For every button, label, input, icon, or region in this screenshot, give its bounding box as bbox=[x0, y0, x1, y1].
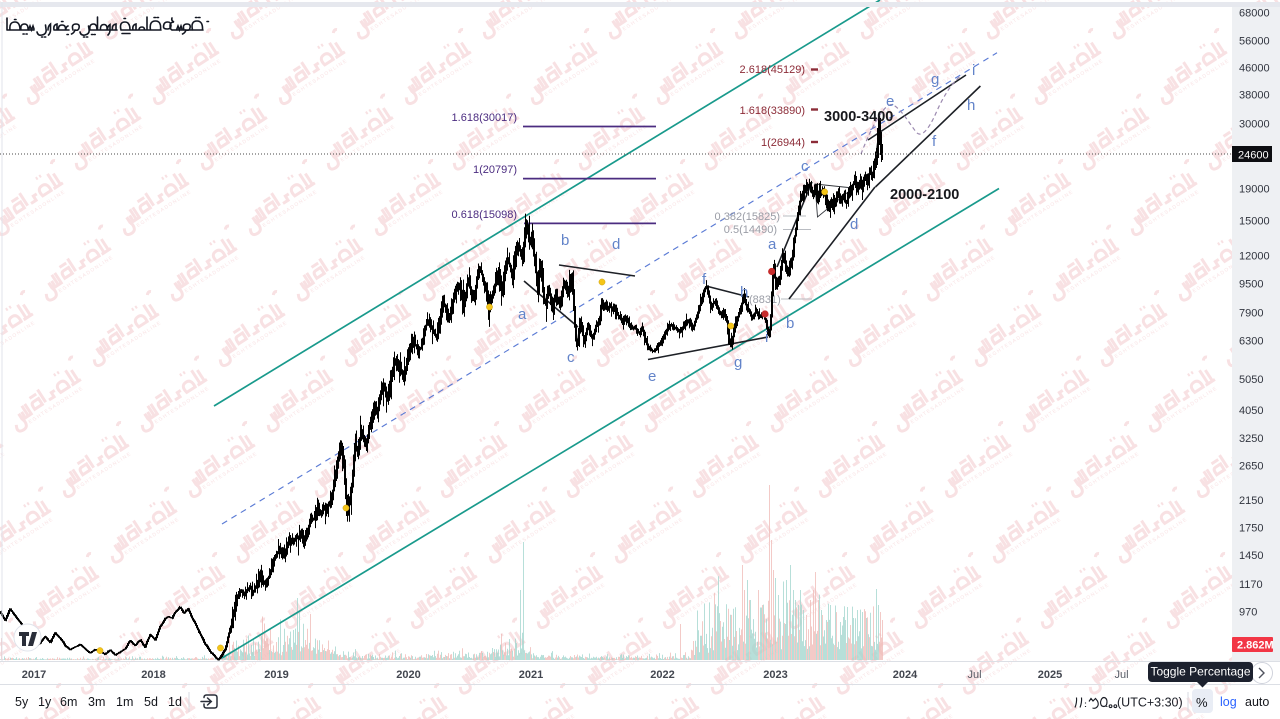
svg-text:g: g bbox=[734, 354, 742, 371]
svg-text:19000: 19000 bbox=[1239, 184, 1270, 196]
svg-text:68000: 68000 bbox=[1239, 8, 1270, 20]
svg-text:2150: 2150 bbox=[1239, 495, 1263, 507]
svg-text:b: b bbox=[561, 232, 569, 249]
svg-text:2000-2100: 2000-2100 bbox=[890, 187, 959, 203]
svg-text:2650: 2650 bbox=[1239, 461, 1263, 473]
svg-text:e: e bbox=[886, 93, 894, 110]
svg-text:1170: 1170 bbox=[1239, 579, 1263, 591]
svg-text:6300: 6300 bbox=[1239, 336, 1263, 348]
svg-text:a: a bbox=[518, 306, 527, 323]
svg-text:2020: 2020 bbox=[396, 669, 420, 681]
svg-text:c: c bbox=[801, 158, 809, 175]
svg-text:Jul: Jul bbox=[1114, 669, 1128, 681]
svg-text:1m: 1m bbox=[116, 695, 133, 709]
svg-text:3m: 3m bbox=[88, 695, 105, 709]
svg-text:g: g bbox=[931, 71, 939, 88]
svg-text:d: d bbox=[850, 216, 858, 233]
svg-text:auto: auto bbox=[1245, 695, 1269, 709]
svg-text:2022: 2022 bbox=[650, 669, 674, 681]
svg-text:970: 970 bbox=[1239, 607, 1257, 619]
svg-text:56000: 56000 bbox=[1239, 36, 1270, 48]
svg-text:1.618(33890): 1.618(33890) bbox=[740, 105, 805, 117]
svg-text:4050: 4050 bbox=[1239, 405, 1263, 417]
svg-text:24600: 24600 bbox=[1238, 150, 1269, 162]
svg-text:h: h bbox=[740, 284, 748, 301]
svg-text:2024: 2024 bbox=[893, 669, 918, 681]
svg-text:0.382(15825): 0.382(15825) bbox=[715, 211, 780, 223]
svg-text:12000: 12000 bbox=[1239, 251, 1270, 263]
svg-text:0.5(14490): 0.5(14490) bbox=[724, 224, 777, 236]
svg-text:(UTC+3:30): (UTC+3:30) bbox=[1117, 696, 1183, 710]
svg-text:1(26944): 1(26944) bbox=[761, 137, 805, 149]
svg-text:7900: 7900 bbox=[1239, 308, 1263, 320]
svg-text:(8831): (8831) bbox=[749, 294, 781, 306]
svg-text:f: f bbox=[932, 133, 937, 150]
svg-text:%: % bbox=[1196, 695, 1208, 710]
svg-text:Jul: Jul bbox=[967, 669, 981, 681]
svg-text:2019: 2019 bbox=[264, 669, 288, 681]
svg-text:46000: 46000 bbox=[1239, 63, 1270, 75]
svg-text:f: f bbox=[702, 271, 707, 288]
svg-text:i: i bbox=[972, 62, 975, 79]
svg-text:h: h bbox=[967, 97, 975, 114]
svg-text:2.862M: 2.862M bbox=[1237, 640, 1274, 652]
svg-text:c: c bbox=[567, 349, 575, 366]
svg-text:log: log bbox=[1220, 695, 1237, 709]
svg-text:5y: 5y bbox=[15, 695, 29, 709]
svg-text:1y: 1y bbox=[38, 695, 52, 709]
svg-text:0.618(15098): 0.618(15098) bbox=[452, 209, 517, 221]
svg-text:d: d bbox=[612, 236, 620, 253]
svg-text:5d: 5d bbox=[144, 695, 158, 709]
svg-text:Toggle Percentage: Toggle Percentage bbox=[1150, 665, 1250, 679]
svg-text:2018: 2018 bbox=[141, 669, 165, 681]
svg-text:2017: 2017 bbox=[22, 669, 46, 681]
svg-text:3000-3400: 3000-3400 bbox=[824, 109, 893, 125]
svg-text:5050: 5050 bbox=[1239, 374, 1263, 386]
svg-text:b: b bbox=[786, 315, 794, 332]
svg-text:6m: 6m bbox=[60, 695, 77, 709]
svg-text:30000: 30000 bbox=[1239, 119, 1270, 131]
svg-text:2025: 2025 bbox=[1038, 669, 1062, 681]
svg-text:2.618(45129): 2.618(45129) bbox=[740, 64, 805, 76]
svg-text:1750: 1750 bbox=[1239, 523, 1263, 535]
svg-text:2023: 2023 bbox=[763, 669, 787, 681]
svg-text:e: e bbox=[648, 368, 656, 385]
svg-text:2021: 2021 bbox=[519, 669, 543, 681]
svg-text:9500: 9500 bbox=[1239, 279, 1263, 291]
svg-text:1(20797): 1(20797) bbox=[473, 164, 517, 176]
svg-text:1.618(30017): 1.618(30017) bbox=[452, 112, 517, 124]
svg-text:38000: 38000 bbox=[1239, 90, 1270, 102]
svg-text:15000: 15000 bbox=[1239, 216, 1270, 228]
svg-text:1450: 1450 bbox=[1239, 550, 1263, 562]
svg-text:3250: 3250 bbox=[1239, 433, 1263, 445]
svg-text:i: i bbox=[765, 329, 768, 346]
svg-text:a: a bbox=[768, 236, 777, 253]
svg-text:1d: 1d bbox=[168, 695, 182, 709]
